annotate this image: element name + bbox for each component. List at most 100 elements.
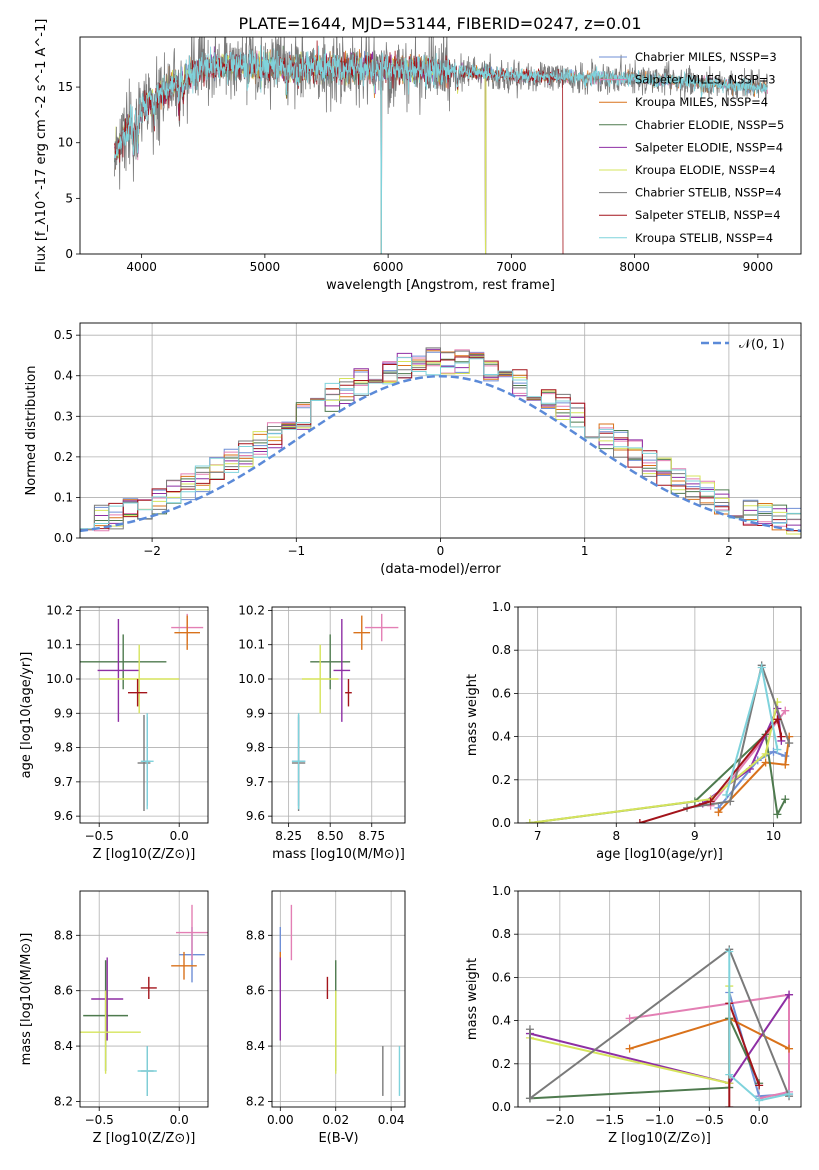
x-axis-label: Z [log10(Z/Z⊙)]	[93, 1131, 196, 1146]
x-tick-label: 0.0	[170, 1113, 189, 1127]
panel-mass_vs_ebv: 0.00 0.02 0.04 8.2 8.4 8.6 8.8 E(B-V)	[246, 890, 406, 1146]
y-tick-label: 9.6	[246, 809, 265, 823]
y-tick-label: 10.0	[238, 672, 265, 686]
x-tick-label: 7	[534, 829, 542, 843]
plot-area	[279, 904, 401, 1096]
x-tick-label: 8.75	[358, 829, 385, 843]
legend-label: Kroupa ELODIE, NSSP=4	[635, 163, 776, 177]
legend-label: Salpeter STELIB, NSSP=4	[635, 208, 781, 222]
x-tick-label: 8.25	[275, 829, 302, 843]
y-axis-label: mass [log10(M/M⊙)]	[19, 933, 34, 1066]
x-axis-label: Z [log10(Z/Z⊙)]	[93, 847, 196, 862]
x-axis-label: mass [log10(M/M⊙)]	[272, 847, 405, 862]
y-tick-label: 0.8	[492, 927, 511, 941]
plus-marker	[785, 1044, 794, 1053]
plot-area	[80, 904, 208, 1096]
y-tick-label: 0.6	[492, 686, 511, 700]
y-tick-label: 0.1	[54, 490, 73, 504]
x-axis-label: E(B-V)	[318, 1131, 358, 1146]
x-tick-label: 5000	[250, 260, 281, 274]
y-axis-label: age [log10(age/yr)]	[19, 652, 34, 779]
y-tick-label: 1.0	[492, 600, 511, 614]
plot-area	[80, 613, 204, 811]
plus-marker	[725, 947, 734, 956]
weight-line	[629, 993, 790, 1100]
axes-frame	[271, 890, 406, 1108]
y-tick-label: 0.5	[54, 328, 73, 342]
x-tick-label: 2	[725, 544, 733, 558]
plus-marker	[777, 732, 786, 741]
plus-marker	[773, 715, 782, 724]
weight-line	[529, 947, 790, 1101]
y-tick-label: 1.0	[492, 884, 511, 898]
legend: Chabrier MILES, NSSP=3 Salpeter MILES, NS…	[599, 50, 784, 245]
x-tick-label: 8.50	[317, 829, 344, 843]
y-tick-label: 0.8	[492, 643, 511, 657]
y-tick-label: 8.2	[54, 1094, 73, 1108]
y-tick-label: 0.4	[492, 730, 511, 744]
axes-frame	[517, 606, 802, 824]
plus-marker	[785, 1090, 794, 1099]
y-tick-label: 0.0	[492, 1100, 511, 1114]
legend-label: Salpeter MILES, NSSP=3	[635, 73, 776, 87]
y-tick-label: 0.4	[492, 1014, 511, 1028]
y-tick-label: 8.4	[246, 1039, 265, 1053]
plus-marker	[773, 810, 782, 819]
axes-frame	[79, 36, 802, 255]
y-tick-label: 8.2	[246, 1094, 265, 1108]
spectrum-line	[114, 45, 768, 254]
legend-label: Chabrier ELODIE, NSSP=5	[635, 118, 784, 132]
plot-area	[80, 347, 801, 538]
legend-label: Chabrier MILES, NSSP=3	[635, 50, 777, 64]
plus-marker	[625, 1044, 634, 1053]
x-tick-label: 10	[766, 829, 781, 843]
y-tick-label: 9.7	[54, 775, 73, 789]
y-tick-label: 0.0	[492, 816, 511, 830]
plus-marker	[781, 706, 790, 715]
x-tick-label: 8000	[619, 260, 650, 274]
weight-line	[728, 951, 790, 1102]
plus-marker	[761, 758, 770, 767]
plus-marker	[757, 663, 766, 672]
plus-marker	[525, 819, 534, 823]
weight-line	[529, 1017, 761, 1100]
y-tick-label: 0.3	[54, 409, 73, 423]
plus-marker	[722, 790, 731, 799]
y-tick-label: 10.2	[238, 603, 265, 617]
y-tick-label: 0.2	[492, 773, 511, 787]
legend-label: Chabrier STELIB, NSSP=4	[635, 186, 782, 200]
plus-marker	[725, 1070, 734, 1079]
axes-frame	[79, 606, 209, 824]
y-tick-label: 9.7	[246, 775, 265, 789]
weight-line	[717, 736, 791, 813]
x-tick-label: 0	[437, 544, 445, 558]
plus-marker	[725, 1103, 734, 1107]
y-tick-label: 15	[58, 80, 73, 94]
panels: 4000 5000 6000 7000 8000 9000051015wavelength…	[19, 19, 802, 1146]
plus-marker	[706, 797, 715, 806]
panel-weight_vs_Z: −2.0 −1.5 −1.0 −0.5 0.0 0.0 0.2 0.4 0.6 0.8 1.0 Z […	[465, 884, 802, 1146]
y-axis-label: mass weight	[465, 958, 480, 1040]
x-tick-label: 0.00	[267, 1113, 294, 1127]
plot-area	[525, 661, 794, 823]
plus-marker	[714, 808, 723, 817]
y-tick-label: 8.6	[54, 984, 73, 998]
plus-marker	[773, 745, 782, 754]
axes-frame	[271, 606, 406, 824]
x-tick-label: 0.0	[750, 1113, 769, 1127]
y-tick-label: 0	[65, 247, 73, 261]
panel-age_vs_mass: 8.25 8.50 8.75 9.6 9.7 9.8 9.9 10.0 10.1 10.2 mass…	[238, 603, 406, 862]
panel-mass_vs_Z: −0.5 0.0 8.2 8.4 8.6 8.8 Z [log10(Z/Z⊙)] mass […	[19, 890, 209, 1146]
plus-marker	[755, 1096, 764, 1105]
plus-marker	[781, 795, 790, 804]
x-axis-label: age [log10(age/yr)]	[596, 847, 723, 862]
x-tick-label: −1.5	[595, 1113, 624, 1127]
axes-frame	[79, 890, 209, 1108]
weight-line	[639, 717, 783, 823]
panel-weight_vs_age: 7 8 9 10 0.0 0.2 0.4 0.6 0.8 1.0 age [log10(age/yr…	[465, 600, 802, 862]
y-tick-label: 0.0	[54, 531, 73, 545]
y-tick-label: 0.2	[492, 1057, 511, 1071]
x-tick-label: 0.0	[170, 829, 189, 843]
legend-label: Kroupa STELIB, NSSP=4	[635, 231, 773, 245]
weight-line	[728, 1002, 761, 1107]
